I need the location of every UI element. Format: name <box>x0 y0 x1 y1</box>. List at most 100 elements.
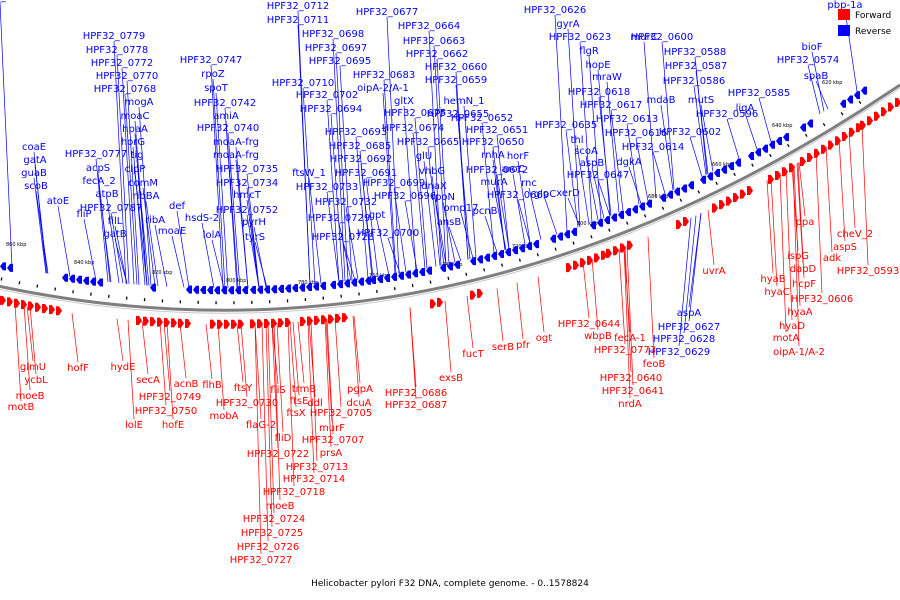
reverse-gene-label-tig: tig <box>130 150 143 161</box>
reverse-gene-label-hpf32-0778: HPF32_0778 <box>86 45 148 56</box>
forward-leader-line <box>163 322 171 392</box>
reverse-gene-label-hpf32-0699: HPF32_0699 <box>363 178 425 189</box>
forward-leader-lines <box>14 123 869 555</box>
forward-gene-arrow <box>171 318 177 328</box>
reverse-leader-line <box>695 70 709 174</box>
reverse-leader-line <box>335 52 349 281</box>
reverse-leader-line <box>235 159 249 289</box>
reverse-leader-line <box>448 226 462 262</box>
reverse-gene-arrow <box>150 283 156 292</box>
reverse-gene-arrow <box>398 271 404 280</box>
reverse-gene-arrow <box>512 246 518 255</box>
reverse-leader-line <box>567 28 581 227</box>
reverse-gene-arrow <box>604 216 610 225</box>
reverse-gene-arrow <box>330 280 336 289</box>
forward-gene-label-hpf32-0707: HPF32_0707 <box>302 435 364 446</box>
reverse-leader-line <box>693 85 707 175</box>
forward-leader-line <box>582 261 590 319</box>
forward-gene-label-hpf32-0687: HPF32_0687 <box>385 400 447 411</box>
reverse-leader-line <box>246 214 260 288</box>
reverse-leader-line <box>0 1 13 267</box>
forward-gene-label-ycbl: ycbL <box>24 375 48 386</box>
reverse-gene-arrow <box>714 169 720 178</box>
reverse-gene-label-hpf32-0669: HPF32_0669 <box>487 190 549 201</box>
tick-mark <box>429 280 432 284</box>
forward-gene-label-hpf32-0641: HPF32_0641 <box>602 386 664 397</box>
forward-leader-line <box>815 152 823 294</box>
reverse-gene-arrow <box>235 286 241 295</box>
forward-leader-line <box>205 324 213 380</box>
forward-gene-label-motb: motB <box>8 402 35 413</box>
reverse-gene-label-hmct: hmcT <box>233 190 262 201</box>
reverse-leader-line <box>481 122 495 254</box>
forward-leader-line <box>166 322 174 420</box>
forward-gene-label-feca-1: fecA-1 <box>614 333 646 344</box>
legend-reverse-label: Reverse <box>855 27 892 37</box>
reverse-leader-line <box>326 99 340 282</box>
reverse-leader-line <box>628 166 642 204</box>
reverse-gene-arrow <box>667 190 673 199</box>
reverse-leader-line <box>227 132 241 289</box>
legend-forward-swatch <box>838 9 850 20</box>
reverse-gene-label-mura: murA <box>480 177 507 188</box>
forward-leader-line <box>409 307 417 400</box>
reverse-gene-arrow <box>292 284 298 293</box>
reverse-leader-line <box>414 117 428 269</box>
backbone-shadow <box>0 87 900 314</box>
forward-gene-arrow <box>835 136 841 146</box>
forward-gene-arrow <box>335 313 341 323</box>
reverse-leader-line <box>142 187 156 286</box>
tick-mark <box>411 283 414 288</box>
reverse-leader-line <box>114 225 128 284</box>
forward-gene-arrow <box>606 248 612 258</box>
forward-gene-label-serb: serB <box>492 342 514 353</box>
forward-gene-label-feob: feoB <box>643 359 666 370</box>
reverse-gene-label-hpf32-0677: HPF32_0677 <box>356 7 418 18</box>
tick-mark <box>554 247 557 251</box>
kbp-label-620-kbp: 620 kbp <box>822 80 842 86</box>
forward-gene-arrow <box>740 189 746 199</box>
reverse-gene-label-hpf32-0674: HPF32_0674 <box>382 123 444 134</box>
reverse-gene-label-hpf32-0711: HPF32_0711 <box>267 15 329 26</box>
forward-gene-label-hofe: hofE <box>162 420 184 431</box>
forward-leader-line <box>261 323 269 542</box>
forward-leader-line <box>647 236 655 359</box>
forward-gene-label-flag-2: flaG-2 <box>246 420 276 431</box>
forward-leader-line <box>785 169 793 321</box>
reverse-gene-label-hpf32-0588: HPF32_0588 <box>664 47 726 58</box>
reverse-gene-arrow <box>688 181 694 190</box>
reverse-leader-line <box>517 160 531 244</box>
reverse-gene-label-liga: ligA <box>736 103 755 114</box>
forward-leader-line <box>796 163 804 264</box>
reverse-gene-label-dnax: dnaX <box>421 181 447 192</box>
reverse-gene-label-hpf32-0732: HPF32_0732 <box>315 197 377 208</box>
reverse-gene-label-hpf32-0772: HPF32_0772 <box>91 58 153 69</box>
forward-gene-arrow <box>300 317 306 327</box>
forward-leader-line <box>159 322 167 406</box>
forward-gene-arrow <box>314 315 320 325</box>
reverse-gene-label-oipa-2-a-1: oipA-2/A-1 <box>357 83 409 94</box>
reverse-gene-arrow <box>519 244 525 253</box>
reverse-leader-line <box>225 120 239 289</box>
forward-leader-line <box>26 305 34 362</box>
tick-mark <box>36 284 39 288</box>
backbone-arc <box>0 83 900 312</box>
reverse-leader-line <box>758 97 772 142</box>
reverse-gene-arrow <box>557 232 563 241</box>
reverse-gene-label-moga: mogA <box>124 97 153 108</box>
reverse-leader-line <box>134 133 148 286</box>
reverse-gene-arrow <box>590 221 596 230</box>
reverse-gene-label-guab: guaB <box>21 168 47 179</box>
reverse-gene-label-hpf32-0647: HPF32_0647 <box>567 170 629 181</box>
reverse-leader-line <box>387 237 401 274</box>
reverse-gene-label-moaa-frg: moaA-frg <box>213 150 259 161</box>
reverse-gene-label-scoa: scoA <box>574 146 598 157</box>
reverse-leader-line <box>433 45 447 265</box>
reverse-leader-line <box>393 187 407 273</box>
forward-gene-arrow <box>437 297 443 307</box>
forward-gene-arrow <box>888 102 894 112</box>
reverse-gene-label-hpf32-0618: HPF32_0618 <box>568 87 630 98</box>
reverse-gene-arrow <box>477 255 483 264</box>
forward-gene-arrow <box>278 318 284 328</box>
reverse-gene-label-hpf32-0787: HPF32_0787 <box>80 203 142 214</box>
